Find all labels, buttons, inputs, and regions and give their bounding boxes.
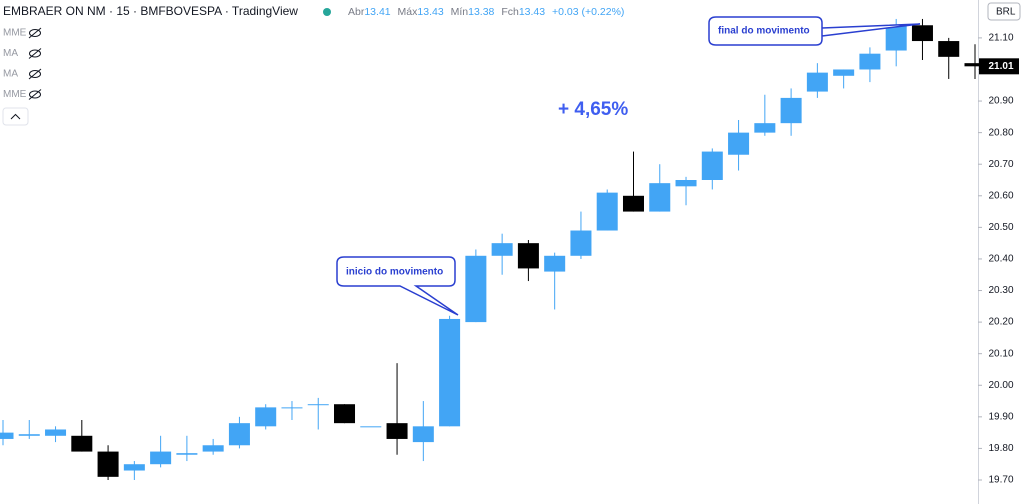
candle-body (964, 63, 986, 67)
y-tick-label: 19.90 (988, 411, 1013, 422)
candle-body (228, 423, 250, 446)
y-tick-label: 20.50 (988, 222, 1013, 233)
y-tick-label: 20.10 (988, 348, 1013, 359)
indicator-name: MA (3, 69, 18, 80)
indicator-name: MA (3, 48, 18, 59)
candle-body (255, 407, 277, 427)
y-tick-label: 20.90 (988, 96, 1013, 107)
hidden-icon (29, 29, 41, 37)
gain-label: + 4,65% (558, 99, 628, 120)
collapse-button[interactable] (2, 107, 29, 126)
y-tick-label: 19.80 (988, 443, 1013, 454)
y-tick-label: 20.00 (988, 380, 1013, 391)
callout-box (336, 256, 459, 316)
callout-text: inicio do movimento (346, 267, 443, 278)
candle-body (386, 423, 408, 439)
indicator-list: MME MA MA MME (3, 27, 42, 100)
candle-body (465, 255, 487, 323)
candle-body (596, 192, 618, 231)
symbol-title: EMBRAER ON NM · 15 · BMFBOVESPA · Tradin… (3, 4, 298, 18)
change: +0.03 (+0.22%) (552, 6, 624, 18)
candle-body (45, 429, 67, 436)
candle-body (307, 404, 329, 406)
candle-body (71, 435, 93, 452)
candle-body (281, 407, 303, 409)
market-status (323, 8, 331, 16)
ohlc-value: 13.38 (468, 6, 494, 18)
candle-body (833, 69, 855, 76)
candle-body (439, 318, 461, 427)
last-price-label: 21.01 (988, 61, 1013, 72)
y-tick-label: 20.20 (988, 317, 1013, 328)
candle-body (360, 426, 382, 428)
candle-body (938, 41, 960, 57)
indicator-name: MME (3, 89, 27, 100)
candle-body (544, 255, 566, 272)
candle-body (18, 434, 40, 436)
indicator-name: MME (3, 28, 27, 39)
candle-body (570, 230, 592, 256)
candle-body (123, 464, 145, 471)
y-tick-label: 20.60 (988, 190, 1013, 201)
y-tick-label: 20.80 (988, 127, 1013, 138)
candle-body (780, 97, 802, 124)
candle-body (97, 451, 119, 477)
candle-body (334, 404, 356, 424)
candle-body (412, 426, 434, 443)
candle-body (176, 453, 198, 455)
callout-box (708, 16, 921, 46)
candle-body (491, 243, 513, 256)
hidden-icon (29, 90, 41, 99)
ohlc-value: 13.43 (417, 6, 443, 18)
candle-body (150, 451, 172, 465)
hidden-icon-slash (28, 27, 42, 39)
ohlc-legend: Abr13.41 Máx13.43 Mín13.38 Fch13.43 +0.0… (348, 6, 624, 18)
y-tick-label: 21.10 (988, 33, 1013, 44)
y-tick-label: 20.70 (988, 159, 1013, 170)
chevron-icon (10, 113, 21, 120)
hidden-icon-slash (28, 48, 42, 59)
y-tick-label: 20.30 (988, 285, 1013, 296)
last-price-badge (979, 58, 1019, 75)
candle-body (622, 195, 644, 212)
hidden-icon (29, 49, 41, 58)
hidden-icon-slash (28, 68, 42, 80)
candle-body (649, 183, 671, 212)
ohlc-value: 13.43 (519, 6, 545, 18)
callout-text: final do movimento (718, 26, 810, 37)
ohlc-label: Máx (398, 6, 419, 18)
candle-body (806, 72, 828, 92)
ohlc-value: 13.41 (364, 6, 390, 18)
candle-body (0, 432, 14, 439)
candle-body (911, 25, 933, 42)
hidden-icon (29, 70, 41, 78)
candle-body (754, 123, 776, 133)
y-tick-label: 20.40 (988, 254, 1013, 265)
candle-body (701, 151, 723, 180)
ohlc-label: Abr (348, 6, 365, 18)
candle-body (728, 132, 750, 155)
candle-body (202, 445, 224, 452)
ohlc-label: Mín (451, 6, 469, 18)
candle-body (675, 180, 697, 187)
callout-start: inicio do movimento (336, 256, 459, 316)
candle-body (859, 53, 881, 70)
hidden-icon-slash (28, 89, 42, 100)
callout-end: final do movimento (708, 16, 921, 46)
y-tick-label: 19.70 (988, 475, 1013, 486)
candle-body (517, 243, 539, 269)
currency-label: BRL (996, 7, 1016, 18)
plot-area (0, 18, 986, 480)
currency-button[interactable] (987, 2, 1021, 21)
candle-body (885, 25, 907, 51)
ohlc-label: Fch (501, 6, 519, 18)
